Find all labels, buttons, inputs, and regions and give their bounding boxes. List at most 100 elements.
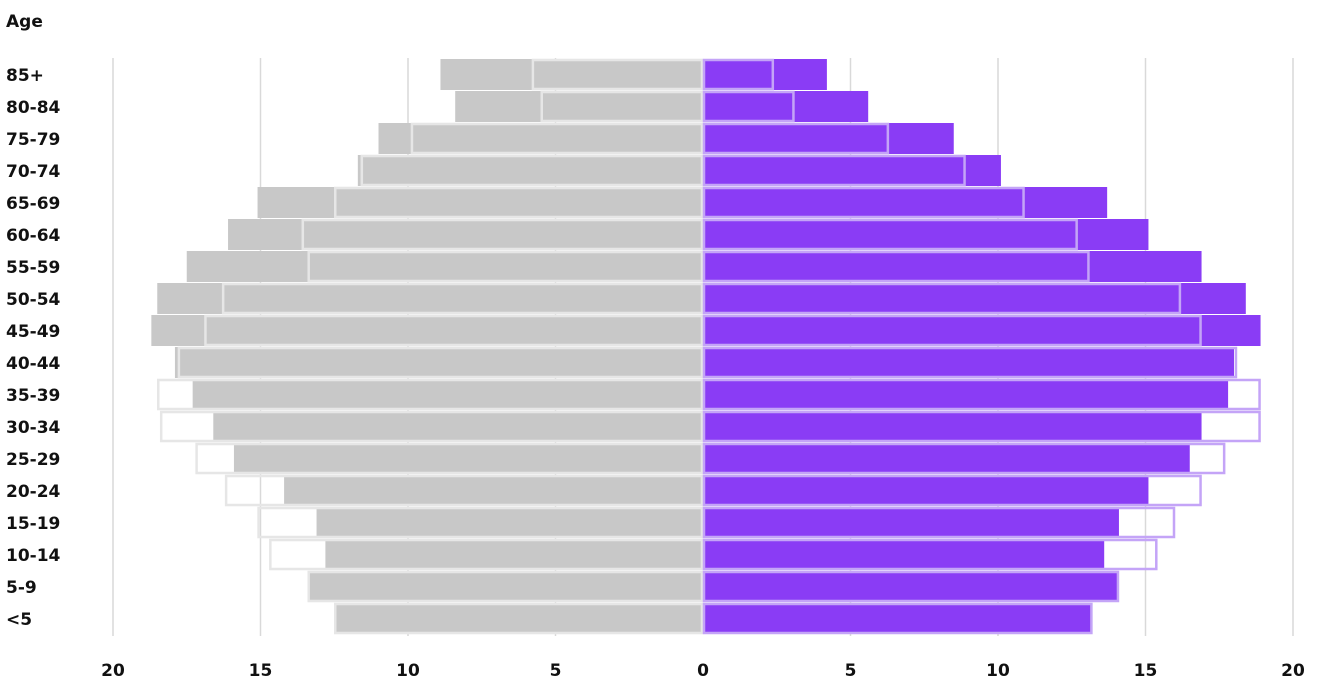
bar-right-outline-60-64	[702, 218, 1078, 251]
bar-right-filled-80-84	[703, 91, 869, 122]
x-tick-label: 0	[697, 661, 709, 680]
y-category-label: 65-69	[6, 194, 60, 214]
y-category-label: 60-64	[6, 226, 61, 246]
y-category-label: 45-49	[6, 322, 60, 342]
bar-right-outline-<5	[702, 602, 1093, 635]
bar-left-filled-85+	[440, 59, 703, 90]
y-category-label: 35-39	[6, 386, 60, 406]
labels: 20 15 10 5 0 5 10 15 20 <5 5-9 10-14 15-19 20-24 25-29…	[6, 66, 1305, 680]
bar-left-outline-70-74	[360, 154, 704, 187]
bar-left-outline-50-54	[221, 282, 704, 315]
bar-right-outline-10-14	[702, 538, 1158, 571]
bar-right-outline-70-74	[702, 154, 966, 187]
bar-left-outline-80-84	[540, 90, 704, 123]
x-tick-label: 5	[550, 661, 562, 680]
bar-left-outline-<5	[334, 602, 704, 635]
bar-right-outline-15-19	[702, 506, 1176, 539]
y-category-label: 75-79	[6, 130, 60, 150]
bar-right-outline-50-54	[702, 282, 1182, 315]
y-axis-title: Age	[6, 12, 43, 32]
bar-right-filled-<5	[703, 603, 1093, 634]
bar-left-filled-20-24	[284, 475, 703, 506]
bar-left-outline-35-39	[157, 378, 704, 411]
bar-right-outline-40-44	[702, 346, 1238, 379]
bar-left-outline-10-14	[269, 538, 704, 571]
bar-left-outline-45-49	[204, 314, 704, 347]
y-category-label: 25-29	[6, 450, 60, 470]
y-category-label: 85+	[6, 66, 44, 86]
bar-right-outline-25-29	[702, 442, 1226, 475]
y-category-label: 55-59	[6, 258, 60, 278]
bar-right-filled-65-69	[703, 187, 1108, 218]
bar-right-filled-55-59	[703, 251, 1202, 282]
x-tick-label: 10	[396, 661, 420, 680]
bar-right-outline-45-49	[702, 314, 1202, 347]
y-category-label: 40-44	[6, 354, 61, 374]
bar-right-filled-45-49	[703, 315, 1261, 346]
bar-left-filled-50-54	[157, 283, 703, 314]
bar-left-filled-15-19	[316, 507, 703, 538]
bar-right-filled-35-39	[703, 379, 1229, 410]
bar-left-outline-40-44	[177, 346, 704, 379]
x-tick-label: 15	[1134, 661, 1158, 680]
bar-right-filled-30-34	[703, 411, 1202, 442]
y-category-label: 15-19	[6, 514, 60, 534]
bar-left-filled-75-79	[378, 123, 703, 154]
bar-right-outline-85+	[702, 58, 775, 91]
bar-left-outline-15-19	[257, 506, 704, 539]
y-category-label: 10-14	[6, 546, 61, 566]
bar-left-outline-65-69	[334, 186, 704, 219]
x-tick-label: 20	[101, 661, 125, 680]
bar-left-filled-30-34	[213, 411, 704, 442]
bar-left-filled-65-69	[257, 187, 703, 218]
bar-left-outline-60-64	[301, 218, 704, 251]
bar-right-filled-70-74	[703, 155, 1001, 186]
bar-left-filled-45-49	[151, 315, 704, 346]
y-category-label: 20-24	[6, 482, 61, 502]
bar-right-outline-35-39	[702, 378, 1261, 411]
y-category-label: 80-84	[6, 98, 61, 118]
y-category-label: <5	[6, 610, 32, 630]
bar-left-outline-5-9	[307, 570, 704, 603]
bar-left-filled-60-64	[228, 219, 704, 250]
bar-left-filled-10-14	[325, 539, 703, 570]
bar-right-filled-50-54	[703, 283, 1246, 314]
bars	[151, 58, 1261, 635]
y-category-label: 70-74	[6, 162, 61, 182]
bar-left-filled-35-39	[192, 379, 703, 410]
bar-left-outline-20-24	[224, 474, 704, 507]
bar-right-outline-80-84	[702, 90, 795, 123]
bar-right-outline-65-69	[702, 186, 1025, 219]
bar-right-outline-20-24	[702, 474, 1202, 507]
bar-left-filled-5-9	[307, 571, 703, 602]
x-tick-label: 10	[986, 661, 1010, 680]
bar-right-filled-75-79	[703, 123, 954, 154]
bar-right-outline-5-9	[702, 570, 1120, 603]
bar-right-outline-75-79	[702, 122, 890, 155]
bar-left-outline-55-59	[307, 250, 704, 283]
bar-left-outline-75-79	[410, 122, 704, 155]
bar-left-filled-55-59	[186, 251, 703, 282]
bar-left-filled-25-29	[233, 443, 703, 474]
bar-right-filled-20-24	[703, 475, 1149, 506]
y-category-label: 5-9	[6, 578, 37, 598]
bar-right-filled-10-14	[703, 539, 1105, 570]
x-tick-label: 5	[845, 661, 857, 680]
bar-right-filled-5-9	[703, 571, 1119, 602]
x-tick-label: 15	[249, 661, 273, 680]
bar-left-filled-40-44	[174, 347, 703, 378]
bar-left-filled-<5	[334, 603, 703, 634]
bar-right-filled-40-44	[703, 347, 1234, 378]
y-category-label: 50-54	[6, 290, 61, 310]
bar-right-outline-55-59	[702, 250, 1090, 283]
bar-left-outline-25-29	[195, 442, 704, 475]
bar-right-outline-30-34	[702, 410, 1261, 443]
bar-right-filled-15-19	[703, 507, 1119, 538]
bar-left-outline-30-34	[159, 410, 704, 443]
x-tick-label: 20	[1281, 661, 1305, 680]
bar-right-filled-85+	[703, 59, 827, 90]
bar-right-filled-25-29	[703, 443, 1190, 474]
bar-right-filled-60-64	[703, 219, 1149, 250]
bar-left-filled-80-84	[455, 91, 703, 122]
